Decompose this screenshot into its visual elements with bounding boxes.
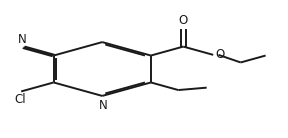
Text: Cl: Cl — [14, 93, 26, 106]
Text: N: N — [18, 33, 26, 46]
Text: O: O — [215, 48, 225, 61]
Text: N: N — [99, 99, 108, 112]
Text: O: O — [179, 14, 188, 27]
